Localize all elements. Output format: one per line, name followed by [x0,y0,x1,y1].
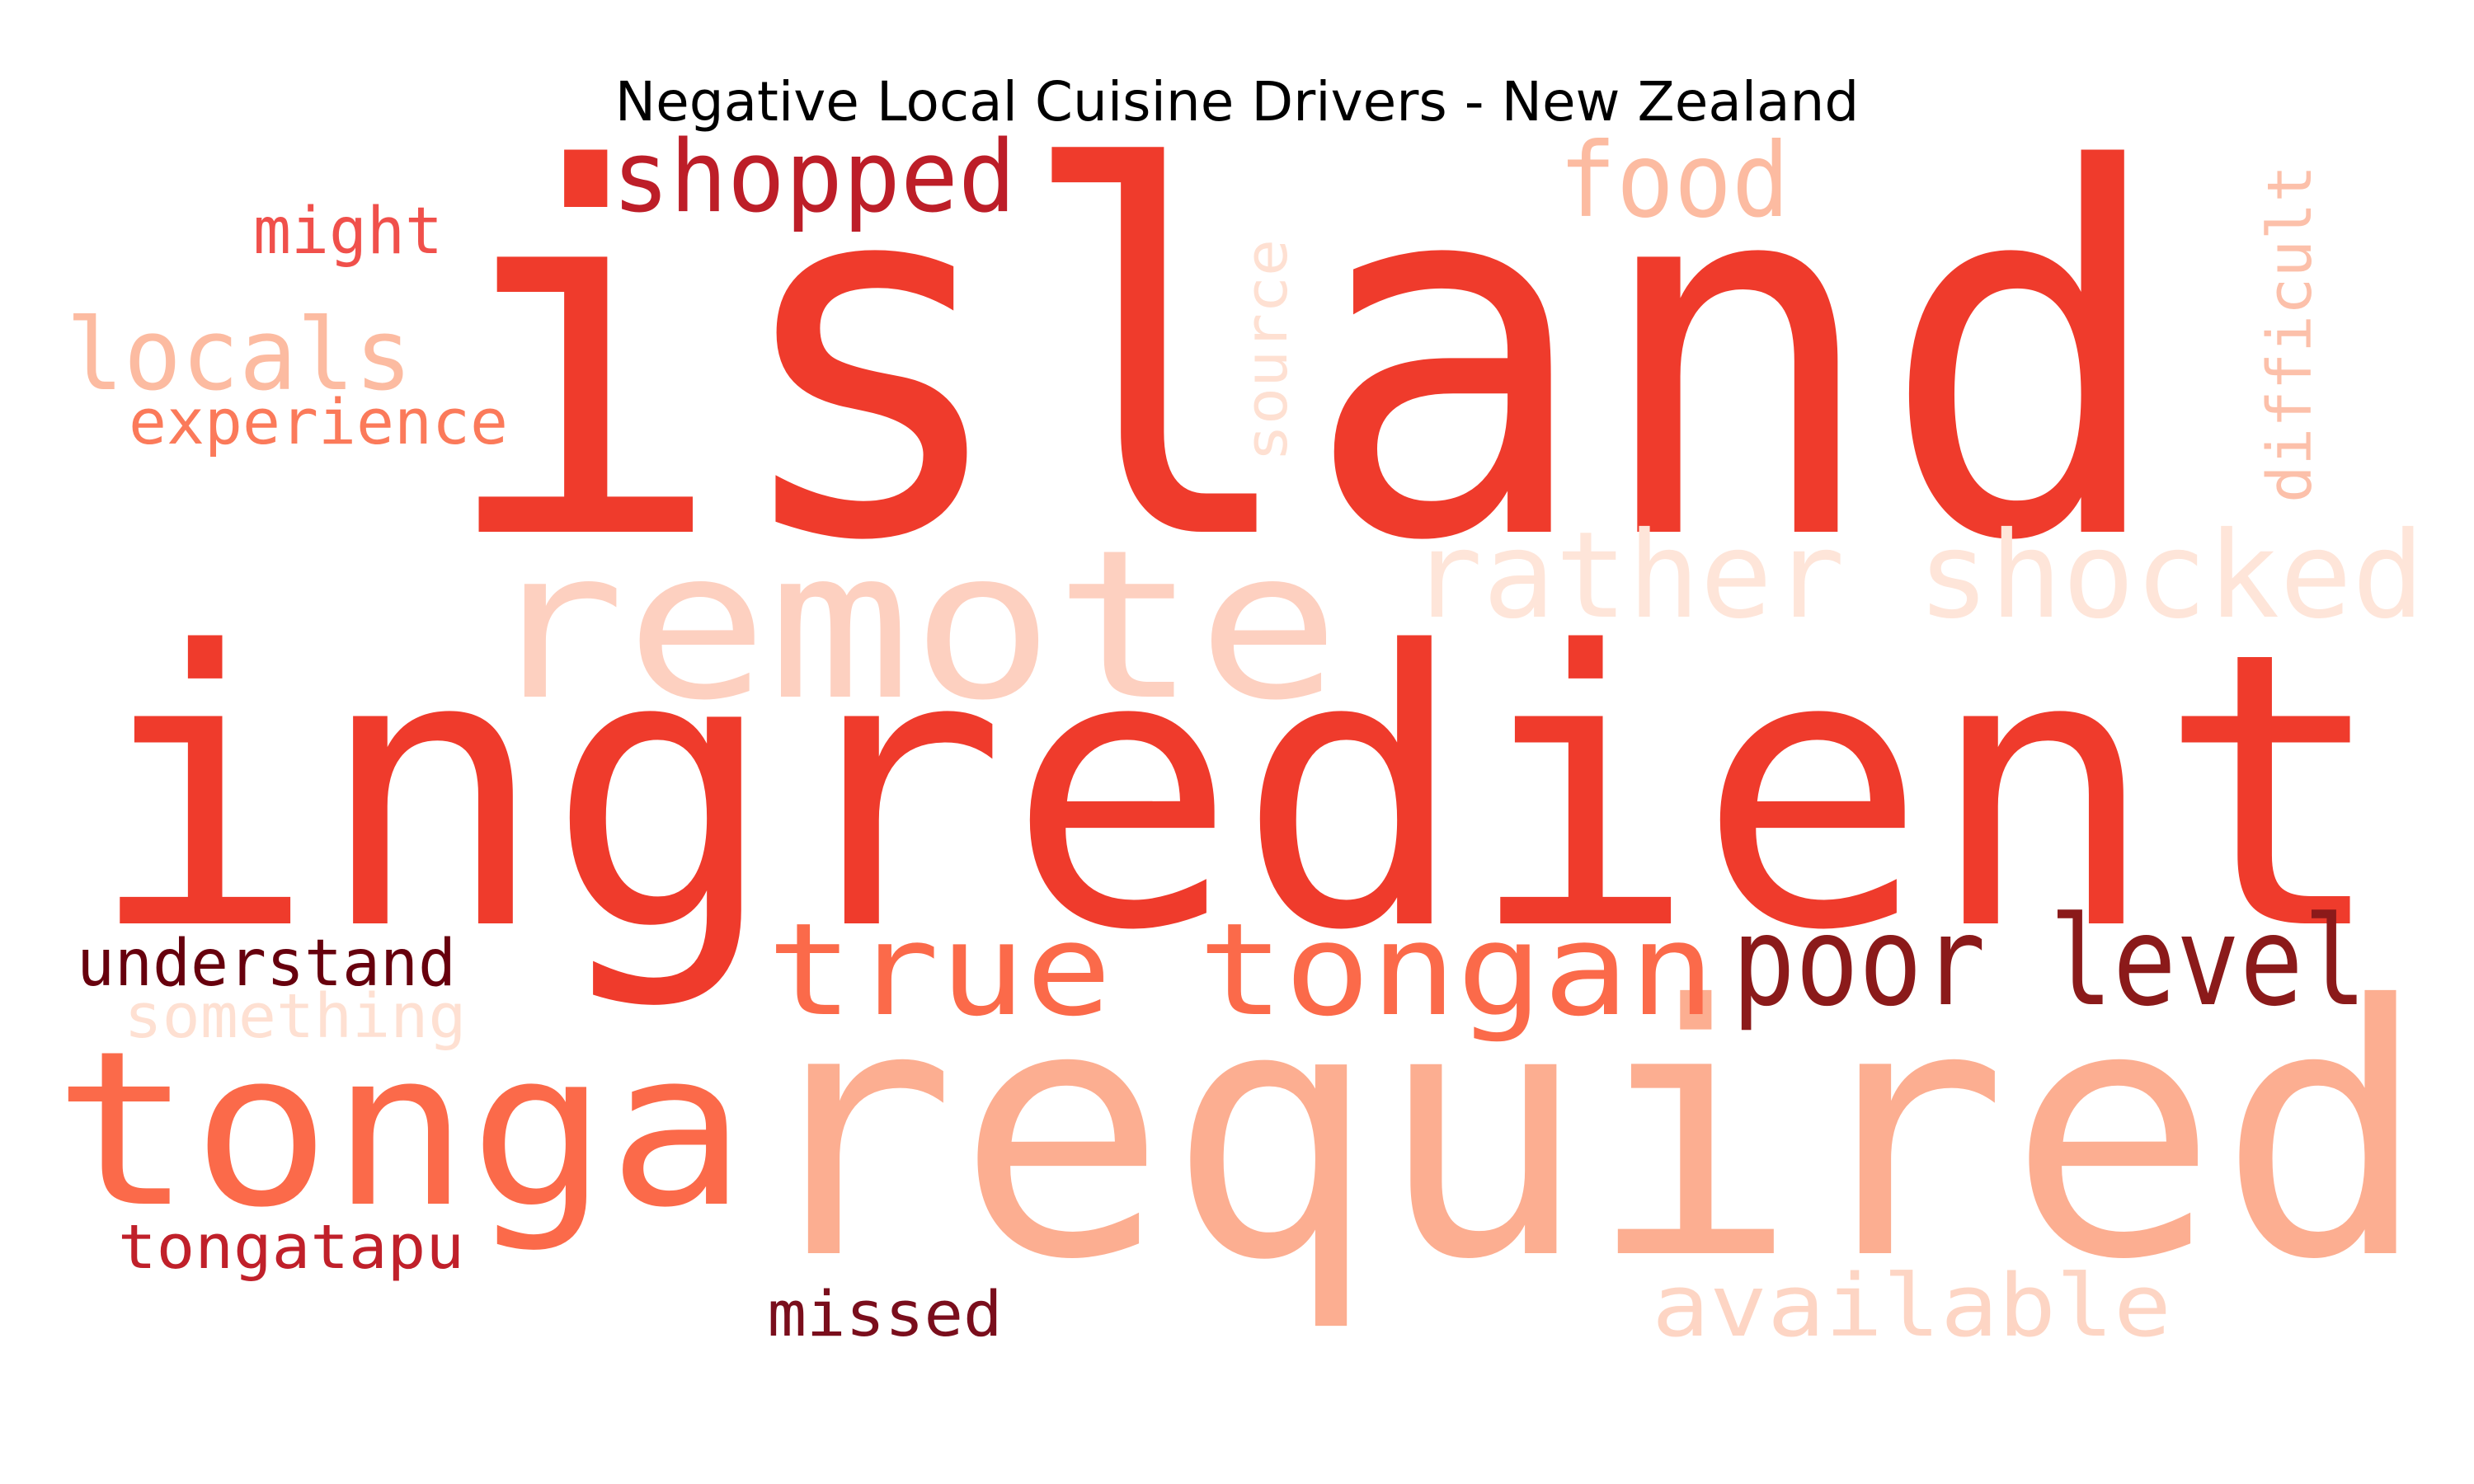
word-might: might [253,195,443,269]
word-something: something [125,981,467,1052]
word-available: available [1652,1256,2171,1356]
word-island: island [437,65,2169,650]
word-tongatapu: tongatapu [118,1212,464,1283]
chart-title: Negative Local Cuisine Drivers - New Zea… [614,70,1860,134]
word-experience: experience [129,385,508,458]
word-rather-shocked: rather shocked [1410,506,2425,646]
word-required: required [746,932,2429,1336]
word-true-tongan: true tongan [767,895,1715,1045]
word-locals: locals [66,298,412,413]
word-understand: understand [77,927,456,1001]
word-shopped: shopped [612,120,1016,235]
word-tonga: tonga [54,1006,746,1255]
word-food: food [1559,121,1790,241]
word-difficult: difficult [2255,165,2326,503]
word-poor-level: poor level [1732,890,2367,1034]
word-ingredient: ingredient [87,572,2387,1013]
word-missed: missed [768,1277,1003,1350]
word-remote: remote [482,505,1340,745]
word-source: source [1233,239,1300,462]
